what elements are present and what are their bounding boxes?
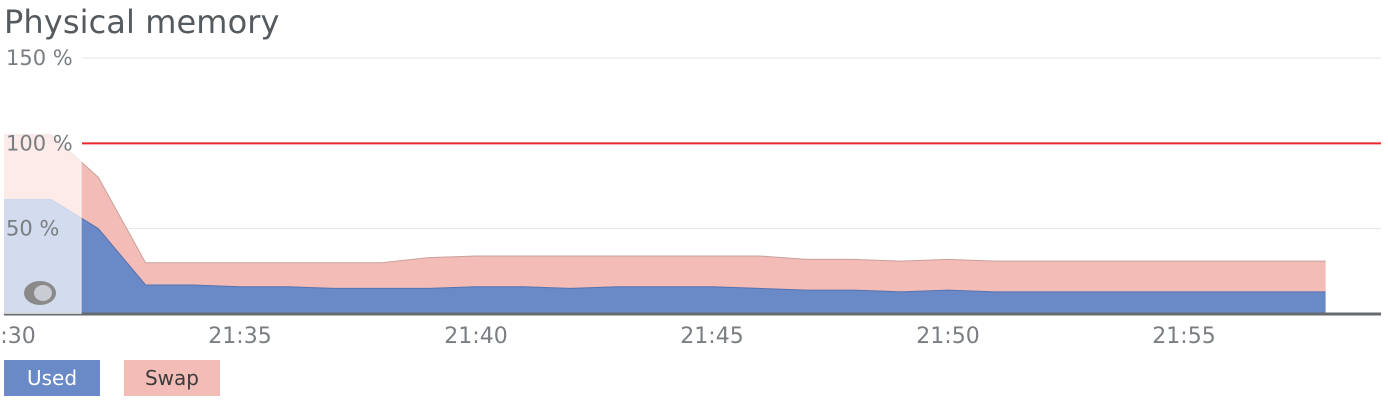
x-tick-label: 21:55 <box>1152 324 1215 349</box>
memory-area-chart[interactable]: 150 % 100 % 50 % 21:30 21:35 21:40 21:45 21:50… <box>0 0 1388 360</box>
legend: Used Swap <box>4 360 220 396</box>
series-used-area <box>4 199 1326 314</box>
x-tick-label: 21:30 <box>0 324 36 349</box>
legend-swap[interactable]: Swap <box>124 360 220 396</box>
range-handle-inner <box>34 285 52 301</box>
handle-layer[interactable] <box>24 281 56 305</box>
grid-layer <box>82 57 1381 230</box>
overlay-layer <box>4 48 82 314</box>
series-swap-area <box>4 134 1326 292</box>
chart-title: Physical memory <box>4 3 280 41</box>
x-tick-label: 21:35 <box>208 324 271 349</box>
y-axis: 150 % 100 % 50 % <box>6 46 73 241</box>
area-layer <box>4 134 1381 316</box>
series-swap-line <box>4 134 1326 264</box>
legend-used[interactable]: Used <box>4 360 100 396</box>
series-used-line <box>4 199 1326 293</box>
y-tick-label: 150 % <box>6 46 73 70</box>
x-axis: 21:30 21:35 21:40 21:45 21:50 21:55 <box>0 324 1216 349</box>
x-tick-label: 21:45 <box>680 324 743 349</box>
x-tick-label: 21:50 <box>916 324 979 349</box>
y-tick-label: 100 % <box>6 131 73 155</box>
x-tick-label: 21:40 <box>444 324 507 349</box>
selection-mask <box>4 48 82 314</box>
y-tick-label: 50 % <box>6 217 59 241</box>
